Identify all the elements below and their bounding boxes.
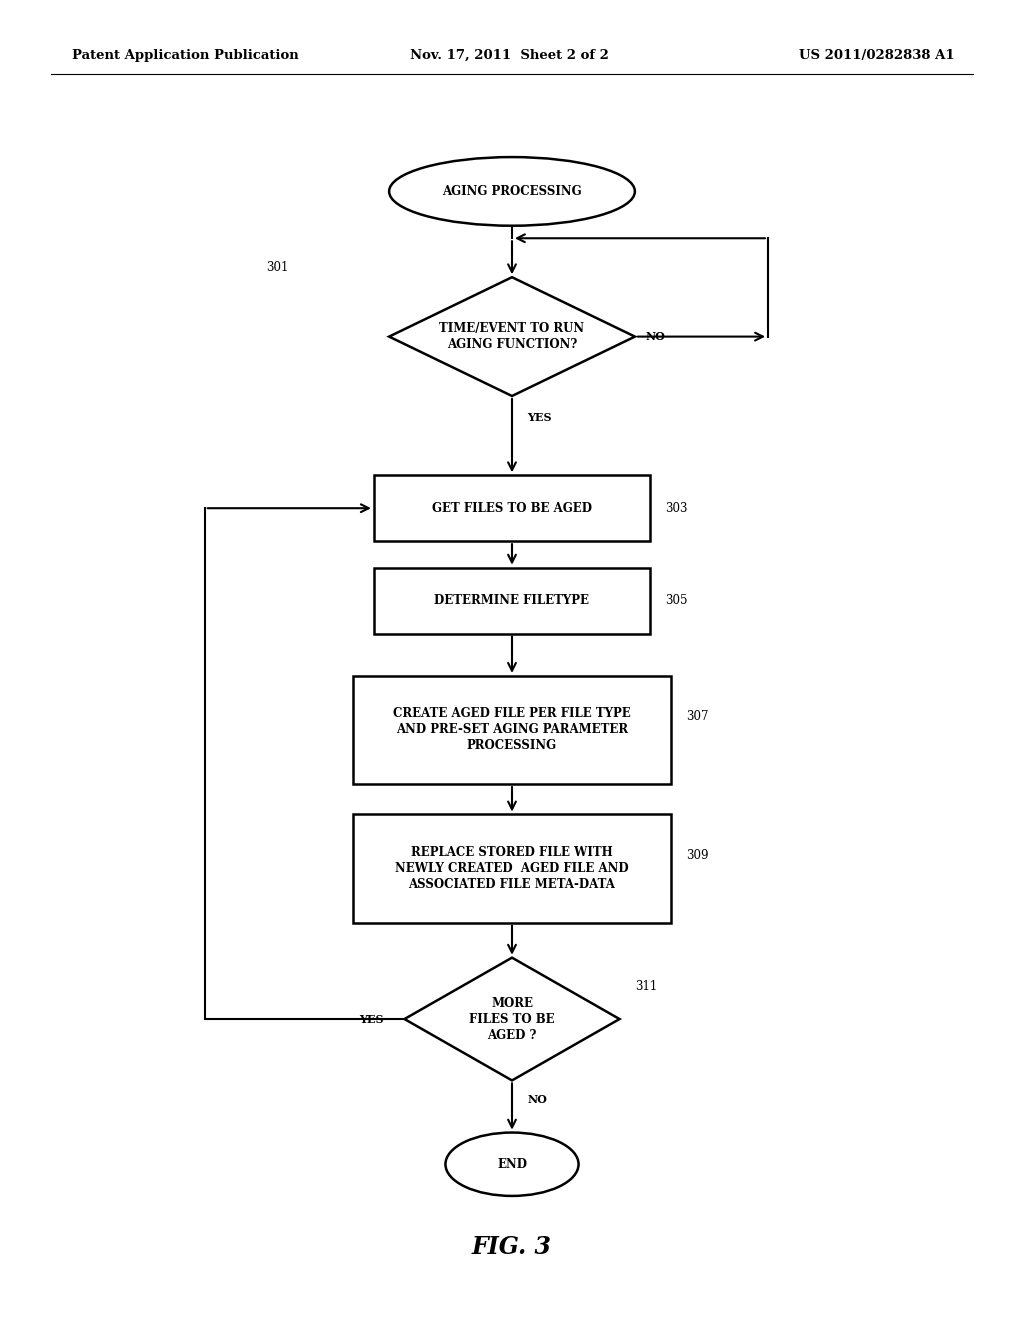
- Text: YES: YES: [527, 412, 552, 422]
- Text: AGING PROCESSING: AGING PROCESSING: [442, 185, 582, 198]
- Bar: [374, 475, 650, 541]
- Text: MORE
FILES TO BE
AGED ?: MORE FILES TO BE AGED ?: [469, 997, 555, 1041]
- Text: REPLACE STORED FILE WITH
NEWLY CREATED  AGED FILE AND
ASSOCIATED FILE META-DATA: REPLACE STORED FILE WITH NEWLY CREATED A…: [395, 846, 629, 891]
- Text: CREATE AGED FILE PER FILE TYPE
AND PRE-SET AGING PARAMETER
PROCESSING: CREATE AGED FILE PER FILE TYPE AND PRE-S…: [393, 708, 631, 752]
- Text: GET FILES TO BE AGED: GET FILES TO BE AGED: [432, 502, 592, 515]
- Text: 303: 303: [666, 502, 688, 515]
- Text: 307: 307: [686, 710, 709, 723]
- Text: 309: 309: [686, 849, 709, 862]
- Text: 311: 311: [635, 979, 657, 993]
- Text: 301: 301: [266, 260, 289, 273]
- Text: NO: NO: [645, 331, 665, 342]
- Bar: [374, 568, 650, 634]
- Text: YES: YES: [359, 1014, 384, 1024]
- Bar: [353, 814, 671, 923]
- Text: NO: NO: [527, 1093, 547, 1105]
- Text: DETERMINE FILETYPE: DETERMINE FILETYPE: [434, 594, 590, 607]
- Text: Patent Application Publication: Patent Application Publication: [72, 49, 298, 62]
- Text: US 2011/0282838 A1: US 2011/0282838 A1: [799, 49, 954, 62]
- Text: FIG. 3: FIG. 3: [472, 1236, 552, 1259]
- Text: Nov. 17, 2011  Sheet 2 of 2: Nov. 17, 2011 Sheet 2 of 2: [410, 49, 608, 62]
- Text: END: END: [497, 1158, 527, 1171]
- Bar: [353, 676, 671, 784]
- Text: 305: 305: [666, 594, 688, 607]
- Text: TIME/EVENT TO RUN
AGING FUNCTION?: TIME/EVENT TO RUN AGING FUNCTION?: [439, 322, 585, 351]
